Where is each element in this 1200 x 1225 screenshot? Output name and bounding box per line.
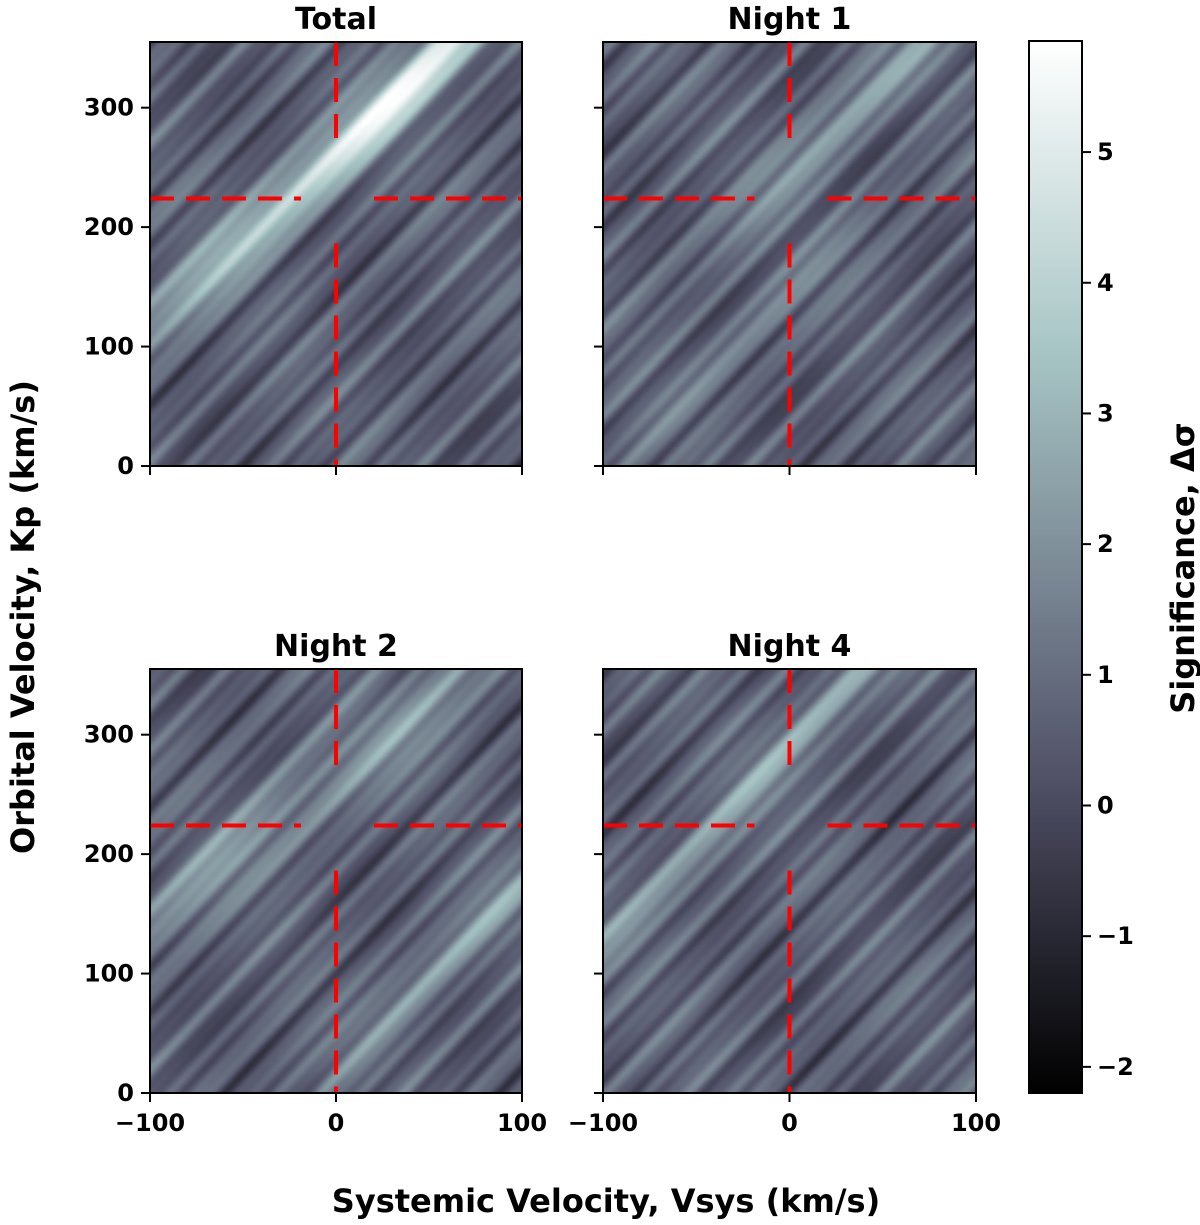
colorbar-tick-label: 4: [1097, 269, 1114, 297]
colorbar-tick-label: −2: [1097, 1053, 1134, 1081]
y-tick-label: 200: [84, 840, 134, 868]
panel-total: Total 0 100 200 300: [84, 2, 523, 480]
y-tick-label: 100: [84, 333, 134, 361]
colorbar-tick-label: 1: [1097, 661, 1114, 689]
colorbar-tick-label: 5: [1097, 138, 1114, 166]
colorbar-gradient: [1028, 40, 1083, 1094]
colorbar: −2 −1 0 1 2 3 4 5: [1028, 40, 1134, 1094]
x-tick-label: 0: [781, 1109, 798, 1137]
y-tick-label: 100: [84, 960, 134, 988]
x-tick-label: −100: [568, 1109, 638, 1137]
x-tick-label: 0: [328, 1109, 345, 1137]
y-tick-label: 200: [84, 213, 134, 241]
colorbar-tick-label: 3: [1097, 399, 1114, 427]
y-tick-label: 0: [117, 1079, 134, 1107]
panel-night-1: Night 1: [594, 2, 977, 475]
x-axis-label: Systemic Velocity, Vsys (km/s): [332, 1182, 880, 1220]
panel-title: Night 4: [728, 629, 852, 664]
x-tick-label: 100: [497, 1109, 547, 1137]
colorbar-tick-label: 2: [1097, 530, 1114, 558]
y-tick-label: 0: [117, 452, 134, 480]
colorbar-tick-label: −1: [1097, 922, 1134, 950]
x-tick-label: −100: [115, 1109, 185, 1137]
panel-title: Night 2: [274, 629, 398, 664]
panel-title: Total: [295, 2, 377, 37]
x-tick-label: 100: [951, 1109, 1001, 1137]
y-axis-label: Orbital Velocity, Kp (km/s): [4, 380, 42, 854]
y-tick-label: 300: [84, 94, 134, 122]
y-tick-label: 300: [84, 721, 134, 749]
colorbar-tick-label: 0: [1097, 791, 1114, 819]
colorbar-label: Significance, Δσ: [1164, 422, 1200, 713]
panel-night-4: Night 4 −100 0 100: [568, 629, 1001, 1137]
panel-title: Night 1: [728, 2, 852, 37]
